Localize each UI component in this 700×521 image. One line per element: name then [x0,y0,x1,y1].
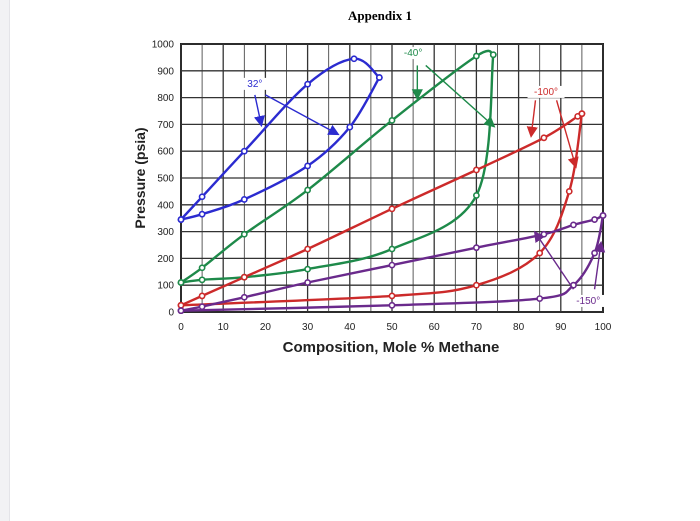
annotation-label-bg [527,85,565,98]
y-axis-label: Pressure (psia) [132,127,148,228]
y-tick-label: 600 [157,147,174,158]
annotation-arrow [253,94,265,128]
data-point [198,303,206,311]
data-point [198,264,206,272]
data-point [375,74,383,81]
data-point [198,276,206,284]
data-point [240,230,248,238]
data-point [489,51,497,59]
data-point [388,301,396,309]
series-label: 32° [247,79,262,90]
data-point [304,80,311,88]
data-point [565,187,573,195]
data-point [304,186,311,194]
data-point [240,147,248,155]
annotation-label-bg [569,294,607,307]
x-tick-label: 50 [386,322,398,333]
data-point [304,162,311,170]
y-tick-label: 900 [157,66,174,77]
series-label: -100° [534,87,558,98]
chart-annotations: 32° -40° -100° -150° [242,47,607,307]
y-tick-label: 100 [157,281,174,292]
chart-ticks: 0 10 20 30 40 50 60 70 80 90 100010020030040050060… [152,40,612,334]
data-point [472,192,480,199]
annotation-arrow [593,240,606,290]
y-tick-label: 800 [157,93,174,104]
x-tick-label: 80 [513,322,525,333]
annotation-label-bg [242,77,268,90]
data-point [536,249,544,257]
chart-points [177,51,607,315]
data-point [198,193,206,201]
data-point [240,273,248,281]
y-tick-label: 1000 [152,40,175,51]
data-point [388,292,396,300]
data-point [578,110,586,118]
data-point [540,230,548,238]
series-label: -150° [576,296,600,307]
data-point [599,212,607,219]
y-tick-label: 300 [157,227,174,238]
annotation-arrow [533,230,575,290]
data-point [540,134,548,142]
data-point [304,265,311,273]
data-point [198,210,206,218]
data-point [304,245,311,253]
x-tick-label: 60 [429,322,441,333]
x-axis-label: Composition, Mole % Methane [283,339,500,356]
data-point [240,293,248,301]
annotation-arrow [425,64,496,128]
series-label: -40° [404,48,422,59]
data-point [304,279,311,286]
annotation-arrow [526,100,538,138]
chart-grid [180,43,604,313]
y-tick-label: 700 [157,120,174,131]
data-point [177,279,185,286]
y-tick-label: 500 [157,174,174,185]
data-point [388,205,396,213]
data-point [388,245,396,253]
y-tick-label: 200 [157,254,174,265]
data-point [198,292,206,300]
x-tick-label: 70 [471,322,483,333]
x-tick-label: 90 [555,322,567,333]
series-line-1-lower [180,49,494,284]
data-point [536,295,544,302]
data-point [177,301,185,309]
x-tick-label: 40 [344,322,356,333]
data-point [388,116,396,124]
data-point [591,216,598,223]
data-point [570,221,577,229]
x-tick-label: 30 [302,322,314,333]
y-tick-label: 0 [168,308,174,319]
data-point [591,249,598,257]
left-margin-strip [0,0,10,521]
y-tick-label: 400 [157,200,174,211]
data-point [177,216,185,223]
x-tick-label: 20 [260,322,272,333]
annotation-label-bg [397,47,429,60]
data-point [346,123,354,131]
data-point [472,281,480,289]
annotation-arrow [555,100,579,169]
data-point [472,244,480,252]
data-point [472,166,480,174]
data-point [240,196,248,203]
x-tick-label: 0 [178,322,184,333]
x-tick-label: 10 [218,322,230,333]
page-title: Appendix 1 [348,8,412,23]
series-line-3-lower [180,214,604,312]
annotation-arrow [265,94,340,136]
data-point [177,307,185,315]
data-point [388,261,396,269]
x-tick-label: 100 [595,322,612,333]
data-point [350,55,358,63]
data-point [472,52,480,60]
